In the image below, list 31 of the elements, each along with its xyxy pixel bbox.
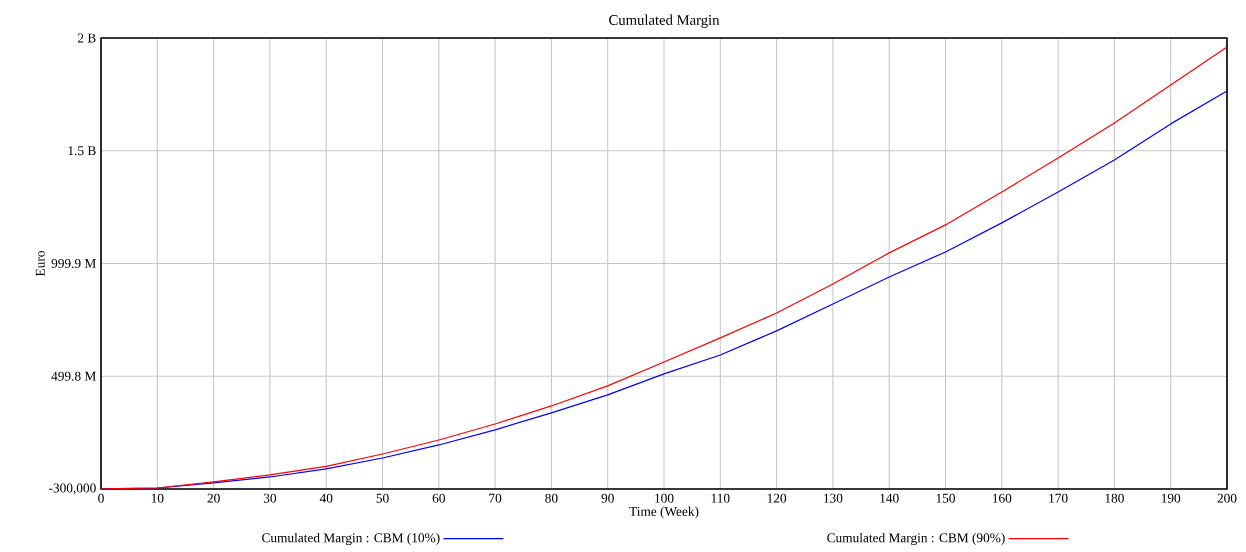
x-tick-label: 40 bbox=[319, 493, 333, 503]
x-tick-label: 80 bbox=[545, 493, 558, 503]
x-tick-label: 60 bbox=[432, 493, 445, 503]
x-tick-label: 130 bbox=[824, 493, 843, 503]
x-tick-label: 50 bbox=[376, 493, 389, 503]
x-tick-label: 10 bbox=[151, 493, 164, 503]
x-tick-label: 200 bbox=[1217, 493, 1237, 503]
x-tick-label: 90 bbox=[601, 493, 614, 503]
x-tick-label: 20 bbox=[207, 493, 220, 503]
x-tick-label: 180 bbox=[1105, 493, 1124, 503]
x-tick-label: 110 bbox=[711, 493, 730, 503]
x-tick-label: 100 bbox=[655, 493, 674, 503]
x-tick-label: 190 bbox=[1161, 493, 1181, 503]
chart-title: Cumulated Margin bbox=[609, 14, 720, 28]
y-tick-label: 499.8 M bbox=[51, 371, 96, 381]
x-axis-title: Time (Week) bbox=[629, 506, 699, 519]
legend-label: Cumulated Margin : CBM (10%) bbox=[262, 532, 440, 546]
legend-label: Cumulated Margin : CBM (90%) bbox=[827, 532, 1005, 546]
x-tick-label: 140 bbox=[880, 493, 899, 503]
y-tick-label: 1.5 B bbox=[68, 146, 96, 156]
y-axis-title: Euro bbox=[35, 251, 45, 277]
x-tick-label: 30 bbox=[263, 493, 277, 503]
x-tick-label: 160 bbox=[992, 493, 1012, 503]
x-tick-label: 170 bbox=[1049, 493, 1068, 503]
x-tick-label: 70 bbox=[489, 493, 502, 503]
x-tick-label: 150 bbox=[936, 493, 955, 503]
x-tick-label: 120 bbox=[767, 493, 787, 503]
y-tick-label: -300,000 bbox=[49, 483, 96, 495]
x-tick-label: 0 bbox=[98, 493, 104, 503]
y-tick-label: 999.9 M bbox=[51, 258, 96, 268]
y-tick-label: 2 B bbox=[77, 33, 96, 43]
